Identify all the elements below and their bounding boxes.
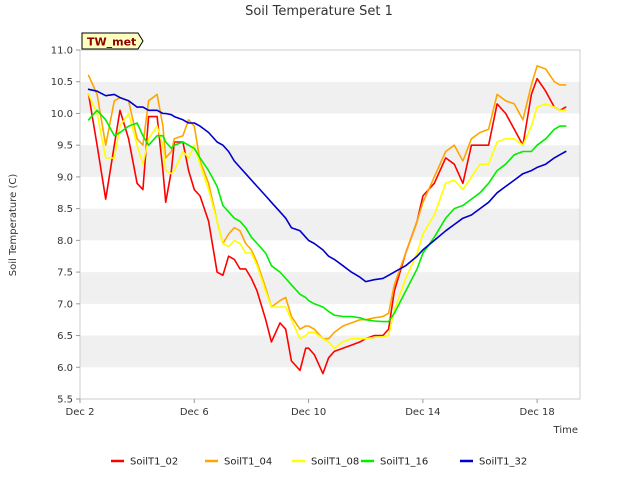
legend-label: SoilT1_16	[380, 457, 428, 468]
x-tick-label: Dec 14	[405, 407, 440, 418]
y-tick-label: 9.0	[57, 172, 73, 183]
y-tick-label: 10.5	[51, 77, 73, 88]
series-line-soilt1-04	[87, 65, 567, 340]
legend-item-soilt1-32: SoilT1_32	[460, 457, 527, 468]
x-tick-label: Dec 18	[520, 407, 555, 418]
legend-item-soilt1-08: SoilT1_08	[292, 457, 359, 468]
plot-band	[80, 367, 580, 399]
x-tick-label: Dec 6	[180, 407, 209, 418]
badge-shape	[81, 32, 144, 50]
series-lines	[87, 65, 567, 375]
y-tick-label: 8.0	[57, 236, 73, 247]
legend-label: SoilT1_08	[311, 457, 359, 468]
y-tick-label: 5.5	[57, 395, 73, 406]
legend-label: SoilT1_02	[130, 457, 178, 468]
x-axis-ticks: Dec 2 Dec 6 Dec 10 Dec 14 Dec 18	[66, 399, 555, 418]
plot-band	[80, 335, 580, 368]
y-tick-label: 7.0	[57, 299, 73, 310]
x-tick-label: Dec 10	[291, 407, 326, 418]
plot-frame	[79, 49, 581, 400]
plot-band	[80, 272, 580, 304]
legend-item-soilt1-02: SoilT1_02	[111, 457, 178, 468]
plot-band	[80, 208, 580, 241]
y-tick-label: 8.5	[57, 204, 73, 215]
legend-item-soilt1-04: SoilT1_04	[205, 457, 272, 468]
plot-band	[80, 81, 580, 114]
plot-bands	[80, 50, 580, 399]
legend-label: SoilT1_04	[224, 457, 272, 468]
series-line-soilt1-16	[87, 109, 567, 323]
series-line-soilt1-32	[87, 88, 567, 283]
chart-title: Soil Temperature Set 1	[245, 4, 393, 19]
plot-band	[80, 176, 580, 209]
legend-label: SoilT1_32	[479, 457, 527, 468]
legend-item-soilt1-16: SoilT1_16	[361, 457, 428, 468]
tw-met-badge: TW_met	[81, 32, 144, 50]
plot-band	[80, 303, 580, 336]
y-axis-title: Soil Temperature (C)	[8, 174, 19, 277]
y-tick-label: 7.5	[57, 268, 73, 279]
y-axis-ticks: 5.5 6.0 6.5 7.0 7.5 8.0 8.5 9.0 9.5 10.0 10.5 11.0	[51, 46, 80, 406]
series-line-soilt1-08	[87, 93, 567, 350]
x-tick-label: Dec 2	[66, 407, 95, 418]
y-tick-label: 9.5	[57, 141, 73, 152]
legend: SoilT1_02 SoilT1_04 SoilT1_08 SoilT1_16 Soil…	[111, 457, 527, 468]
y-tick-label: 6.0	[57, 363, 73, 374]
y-tick-label: 10.0	[51, 109, 73, 120]
y-tick-label: 6.5	[57, 331, 73, 342]
series-line-soilt1-02	[87, 77, 567, 375]
plot-band	[80, 145, 580, 177]
plot-band	[80, 50, 580, 82]
badge-label: TW_met	[87, 36, 136, 49]
y-tick-label: 11.0	[51, 46, 73, 57]
x-axis-title: Time	[553, 425, 578, 436]
